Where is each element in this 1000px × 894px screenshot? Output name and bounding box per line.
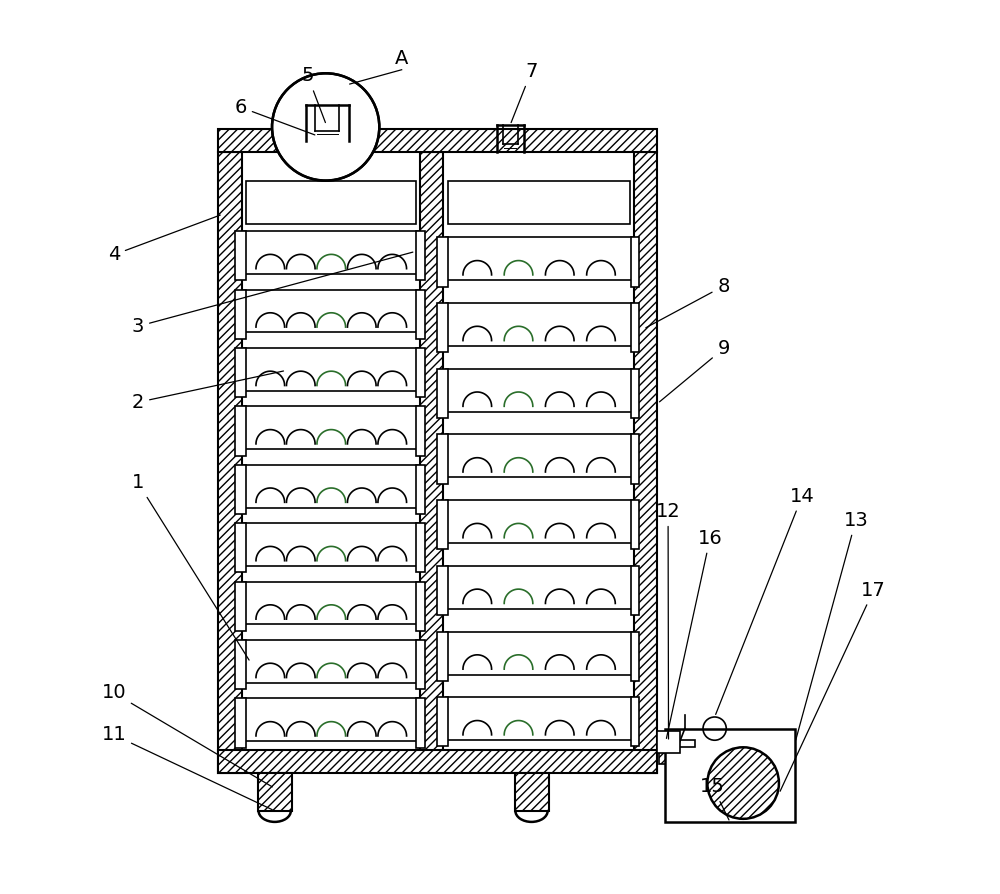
Polygon shape (218, 129, 657, 152)
Polygon shape (657, 739, 695, 747)
Polygon shape (244, 640, 418, 683)
Polygon shape (416, 232, 425, 281)
Text: 1: 1 (132, 473, 249, 660)
Text: 12: 12 (656, 502, 680, 739)
Text: 11: 11 (101, 725, 272, 810)
Polygon shape (631, 631, 639, 680)
Text: 7: 7 (511, 62, 537, 122)
Text: 9: 9 (659, 339, 730, 401)
Polygon shape (446, 500, 632, 543)
Polygon shape (420, 152, 443, 773)
Polygon shape (446, 697, 632, 740)
Text: 4: 4 (108, 215, 220, 265)
Text: 6: 6 (235, 97, 315, 135)
Polygon shape (244, 348, 418, 391)
Polygon shape (416, 290, 425, 339)
Text: 16: 16 (666, 528, 722, 738)
Polygon shape (235, 232, 246, 281)
Polygon shape (631, 237, 639, 286)
Text: 15: 15 (700, 777, 729, 820)
Polygon shape (437, 368, 448, 417)
Polygon shape (631, 303, 639, 352)
Polygon shape (244, 582, 418, 625)
Polygon shape (659, 732, 673, 764)
Polygon shape (437, 697, 448, 746)
Polygon shape (631, 500, 639, 549)
Polygon shape (437, 237, 448, 286)
Polygon shape (235, 523, 246, 572)
Polygon shape (448, 181, 630, 224)
Polygon shape (437, 631, 448, 680)
Polygon shape (258, 773, 292, 811)
Polygon shape (446, 368, 632, 411)
Polygon shape (244, 407, 418, 450)
Polygon shape (416, 698, 425, 747)
Text: 10: 10 (101, 683, 272, 787)
Polygon shape (631, 566, 639, 615)
Polygon shape (218, 152, 242, 773)
Polygon shape (631, 434, 639, 484)
Polygon shape (515, 773, 549, 811)
Text: A: A (395, 48, 408, 68)
Polygon shape (665, 729, 795, 822)
Polygon shape (246, 181, 416, 224)
Text: 5: 5 (302, 66, 325, 122)
Polygon shape (235, 582, 246, 631)
Polygon shape (244, 523, 418, 566)
Polygon shape (416, 407, 425, 456)
Polygon shape (631, 368, 639, 417)
Polygon shape (446, 434, 632, 477)
Polygon shape (446, 237, 632, 280)
Text: 13: 13 (796, 510, 868, 740)
Polygon shape (416, 582, 425, 631)
Polygon shape (235, 348, 246, 397)
Text: 14: 14 (716, 486, 815, 714)
Polygon shape (235, 640, 246, 689)
Polygon shape (437, 303, 448, 352)
Text: 3: 3 (132, 252, 413, 336)
Text: 8: 8 (646, 276, 730, 328)
Polygon shape (244, 465, 418, 508)
Polygon shape (235, 290, 246, 339)
Circle shape (272, 73, 379, 181)
Circle shape (707, 747, 779, 819)
Polygon shape (416, 523, 425, 572)
Polygon shape (244, 698, 418, 741)
Polygon shape (437, 566, 448, 615)
Text: 17: 17 (780, 580, 886, 791)
Polygon shape (631, 697, 639, 746)
Polygon shape (634, 152, 657, 773)
Polygon shape (235, 465, 246, 514)
Polygon shape (446, 303, 632, 346)
Polygon shape (416, 465, 425, 514)
Polygon shape (437, 434, 448, 484)
Polygon shape (437, 500, 448, 549)
Text: 2: 2 (132, 371, 284, 412)
Polygon shape (218, 750, 657, 773)
Polygon shape (235, 698, 246, 747)
Polygon shape (244, 232, 418, 274)
Polygon shape (244, 290, 418, 333)
Polygon shape (235, 407, 246, 456)
Polygon shape (416, 640, 425, 689)
Polygon shape (416, 348, 425, 397)
Polygon shape (446, 631, 632, 674)
Polygon shape (657, 730, 680, 753)
Polygon shape (446, 566, 632, 609)
